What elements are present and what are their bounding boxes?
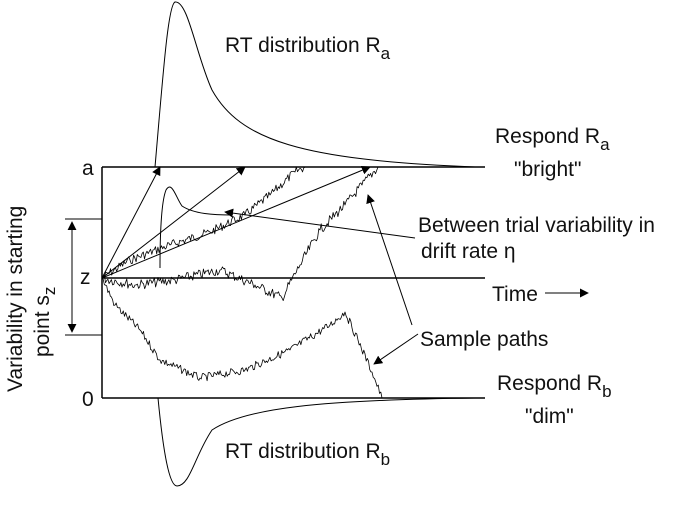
sample-path-3 [101,277,383,399]
respond-b-label: Respond Rb [497,372,612,401]
boundary-a-label: a [82,157,94,180]
time-label: Time [492,283,538,306]
rt-distribution-a-curve [154,1,476,168]
sample-paths-pointer-upper [366,194,413,326]
rt-distribution-b-curve [157,397,476,487]
respond-b-word: "dim" [525,405,574,428]
rt-distribution-b-label: RT distribution Rb [225,440,390,469]
sample-paths-label: Sample paths [420,328,548,351]
sample-path-1 [101,166,306,279]
sample-paths-pointer-lower [373,333,419,365]
drift-rate-distribution-curve [159,186,233,269]
respond-a-label: Respond Ra [495,125,610,154]
respond-a-word: "bright" [514,158,581,181]
between-pointer-arrow [224,208,416,239]
sample-path-2 [101,166,379,301]
svg-text:Variability in starting: Variability in starting [4,206,27,392]
between-variability-line1: Between trial variability in [418,214,655,237]
boundary-0-label: 0 [82,388,94,411]
between-variability-line2: drift rate η [421,240,516,263]
rt-distribution-a-label: RT distribution Ra [225,34,391,63]
start-z-label: z [80,266,91,289]
y-axis-title: Variability in starting point sz [4,206,59,392]
drift-arrows [101,165,371,279]
svg-text:point sz: point sz [31,287,59,357]
